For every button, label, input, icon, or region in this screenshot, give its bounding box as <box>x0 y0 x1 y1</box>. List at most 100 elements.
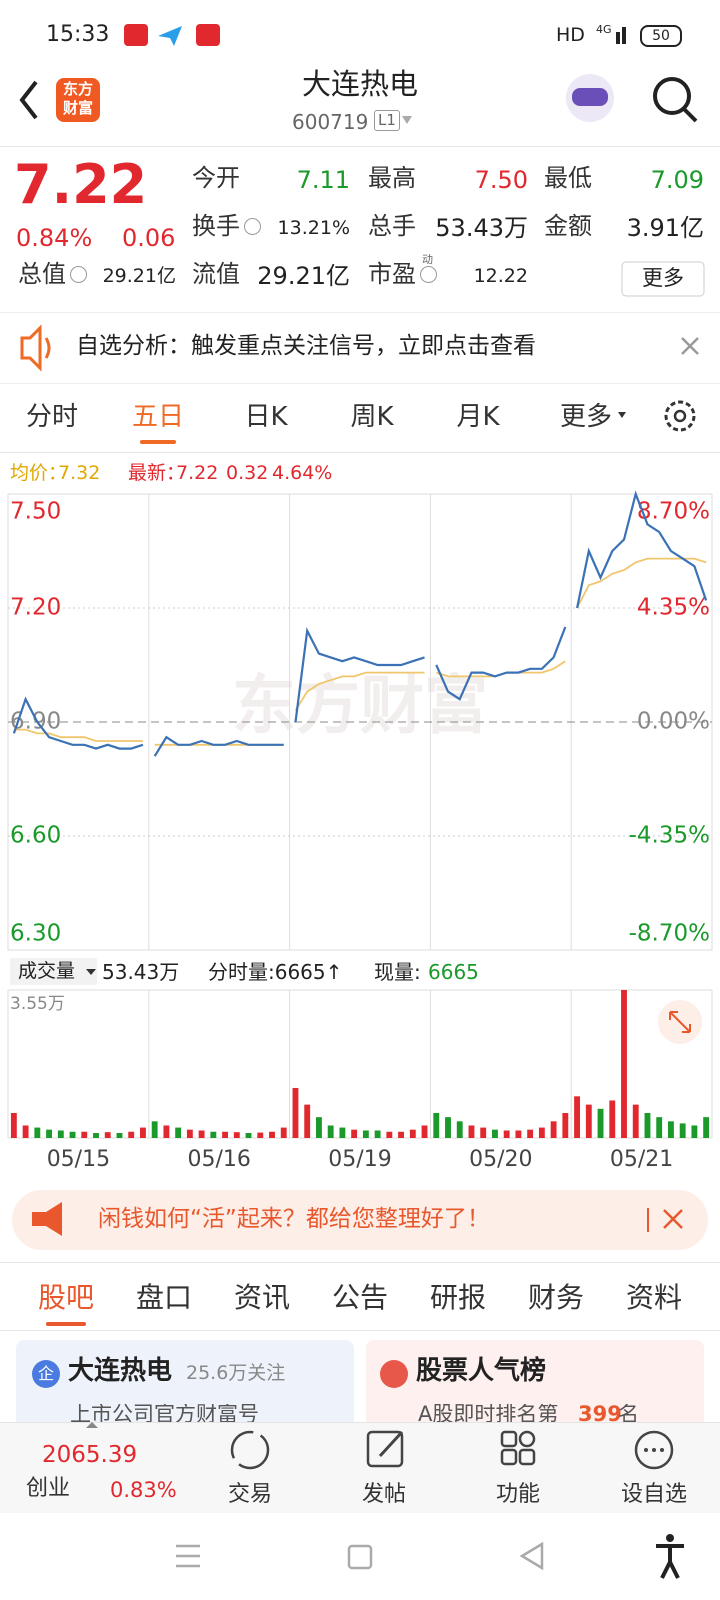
x-tick-label: 05/20 <box>469 1147 532 1172</box>
index-change: 0.83% <box>110 1478 177 1502</box>
search-button[interactable] <box>653 77 691 115</box>
tab-underline <box>46 1322 86 1326</box>
tab[interactable]: 月K <box>456 402 500 432</box>
close-button[interactable] <box>681 337 699 355</box>
dropdown[interactable] <box>402 116 412 124</box>
avg-line <box>13 728 143 742</box>
notice-bar[interactable] <box>0 312 720 384</box>
nav-item[interactable]: 设自选 <box>620 1482 687 1507</box>
back-button[interactable] <box>19 80 38 120</box>
info-icon <box>70 266 87 283</box>
more-button[interactable] <box>621 261 705 297</box>
nav-item[interactable]: 发帖 <box>361 1482 406 1507</box>
card-subtitle: 名 <box>618 1404 639 1422</box>
volume-bar <box>632 1104 639 1138</box>
y-tick-label: 7.50 <box>10 499 61 525</box>
volume-bar <box>585 1104 592 1138</box>
dot <box>652 1448 656 1452</box>
dropdown-caret <box>86 969 96 975</box>
trade-icon[interactable] <box>230 1430 270 1470</box>
banner-bg[interactable] <box>12 1190 708 1250</box>
logo[interactable] <box>56 78 100 122</box>
card-subtitle: A股即时排名第 <box>418 1404 559 1422</box>
settings-button <box>673 409 687 423</box>
volume-bar <box>468 1125 475 1138</box>
field-label: 最高 <box>368 164 416 192</box>
network: HD <box>556 24 585 46</box>
expand-icon <box>669 1011 691 1033</box>
tab[interactable]: 更多 <box>559 402 612 432</box>
tab[interactable]: 分时 <box>25 402 78 432</box>
volume-bar <box>562 1112 569 1138</box>
field-label: 总值 <box>18 260 66 288</box>
price-line <box>153 735 284 757</box>
sub-tab[interactable]: 股吧 <box>37 1281 94 1314</box>
sys-menu[interactable] <box>176 1544 200 1568</box>
tab[interactable]: 五日 <box>131 402 184 432</box>
volume-bar <box>257 1132 264 1138</box>
status-icon <box>124 24 148 46</box>
accessibility[interactable] <box>666 1534 674 1542</box>
banner-text[interactable]: 闲钱如何“活”起来？都给您整理好了！ <box>98 1206 490 1232</box>
card-title[interactable]: 股票人气榜 <box>416 1356 547 1386</box>
divider <box>0 1262 720 1263</box>
card-bg[interactable] <box>366 1340 704 1430</box>
info-icon <box>244 218 261 235</box>
nav-item[interactable]: 交易 <box>227 1482 272 1507</box>
stock-name: 大连热电 <box>301 67 418 101</box>
nav-item[interactable]: 功能 <box>495 1482 540 1507</box>
tab[interactable]: 周K <box>350 402 394 432</box>
divider <box>0 1330 720 1331</box>
settings-button[interactable] <box>664 400 696 432</box>
speaker-icon <box>20 324 42 372</box>
y-tick-label: 6.60 <box>10 823 61 849</box>
more-button-label[interactable]: 更多 <box>642 266 684 290</box>
index-arrow <box>86 1422 98 1428</box>
volume-bar <box>69 1131 76 1138</box>
volume-bar <box>151 1121 158 1138</box>
volume-bar <box>644 1112 651 1138</box>
func-icon[interactable] <box>500 1430 518 1448</box>
card-bg[interactable] <box>16 1340 354 1430</box>
price-line <box>576 490 708 609</box>
volume-bar <box>316 1117 322 1138</box>
tab[interactable]: 日K <box>244 402 288 432</box>
sub-tab[interactable]: 资料 <box>625 1281 682 1314</box>
notice-text[interactable]: 自选分析：触发重点关注信号，立即点击查看 <box>76 333 536 359</box>
logo-text: 东方 <box>62 80 93 98</box>
sub-tab[interactable]: 公告 <box>331 1281 388 1314</box>
volume-bar <box>679 1123 686 1138</box>
volume-bar <box>362 1130 369 1138</box>
volume-bar <box>128 1131 135 1138</box>
volume-bar <box>433 1112 440 1138</box>
card-title[interactable]: 大连热电 <box>68 1356 173 1386</box>
rank: 399 <box>578 1404 622 1422</box>
volume-bar <box>503 1130 510 1138</box>
sys-home[interactable] <box>347 1544 373 1570</box>
sub-tab[interactable]: 财务 <box>527 1281 584 1314</box>
price: 7.22 <box>14 153 148 216</box>
field-value: 7.09 <box>650 166 704 194</box>
sys-back[interactable] <box>519 1541 544 1571</box>
watchlist-icon[interactable] <box>634 1430 674 1470</box>
func-icon <box>518 1448 536 1466</box>
megaphone <box>32 1202 62 1236</box>
field-label: 流值 <box>192 260 240 288</box>
volume-bar <box>409 1129 416 1138</box>
sub-tab[interactable]: 研报 <box>429 1281 486 1314</box>
status-icon <box>158 26 182 46</box>
index-name: 创业 <box>26 1476 71 1501</box>
volume-selector[interactable]: 成交量 <box>10 958 98 985</box>
volume-bar <box>140 1127 146 1138</box>
card-meta: 25.6万关注 <box>186 1362 286 1384</box>
sub-tab[interactable]: 资讯 <box>233 1281 290 1314</box>
volume-bar <box>222 1131 228 1138</box>
close-button[interactable] <box>663 1209 683 1229</box>
index-value[interactable]: 2065.39 <box>42 1442 138 1468</box>
time: 15:33 <box>46 22 110 47</box>
volume-bar <box>527 1129 534 1138</box>
legend-latest-label: 最新： <box>128 462 186 484</box>
post-icon[interactable] <box>366 1430 404 1468</box>
sub-tab[interactable]: 盘口 <box>135 1281 192 1314</box>
